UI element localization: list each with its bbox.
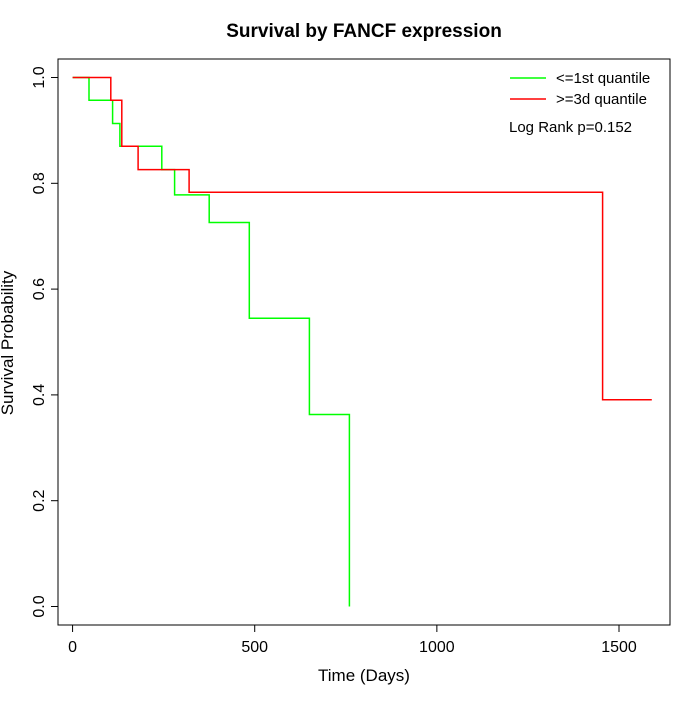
legend: <=1st quantile >=3d quantile [510,70,650,108]
y-axis-title: Survival Probability [0,270,17,415]
y-tick-label: 0.6 [31,278,48,300]
x-tick-label: 1500 [601,639,637,656]
log-rank-annotation: Log Rank p=0.152 [509,119,632,136]
legend-label-2: >=3d quantile [556,91,647,108]
y-tick-label: 0.2 [31,489,48,511]
y-tick-label: 0.0 [31,595,48,617]
x-tick-label: 500 [241,639,268,656]
y-axis: 0.0 0.2 0.4 0.6 0.8 1.0 [31,66,59,618]
x-tick-label: 1000 [419,639,455,656]
x-tick-label: 0 [68,639,77,656]
series-layer [72,76,652,607]
series-line-2 [72,76,652,401]
x-axis: 0 500 1000 1500 [68,624,637,656]
chart-title: Survival by FANCF expression [226,21,502,42]
x-axis-title: Time (Days) [318,666,410,685]
y-tick-label: 1.0 [31,66,48,88]
y-tick-label: 0.4 [31,384,48,406]
legend-label-1: <=1st quantile [556,70,650,87]
y-tick-label: 0.8 [31,172,48,194]
